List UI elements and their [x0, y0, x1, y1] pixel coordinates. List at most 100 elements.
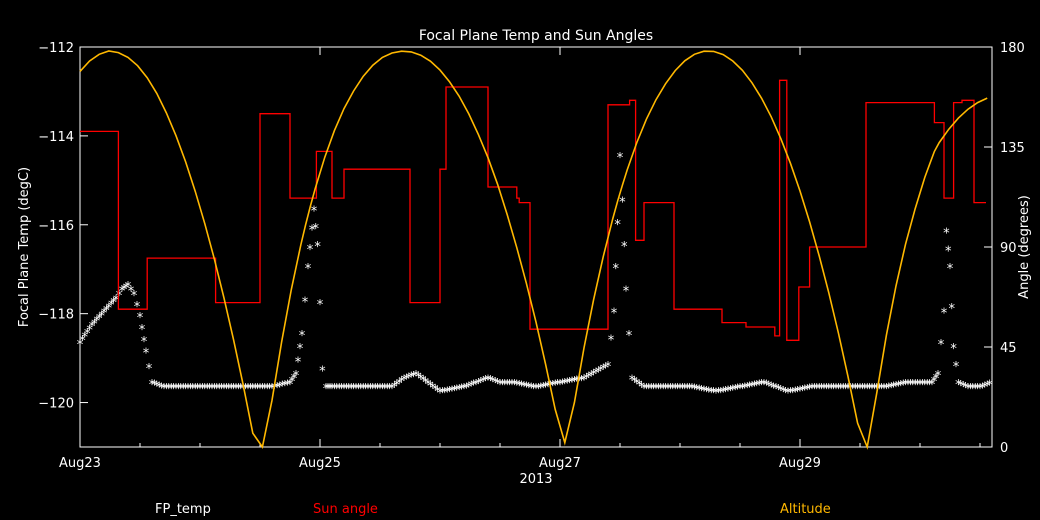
fp-temp-point: * [442, 386, 449, 401]
y-axis-label-left: Focal Plane Temp (degC) [17, 167, 32, 327]
fp-temp-point: * [343, 382, 350, 397]
fp-temp-point: * [287, 378, 294, 393]
fp-temp-point: * [187, 382, 194, 397]
fp-temp-point: * [82, 331, 89, 346]
fp-temp-point: * [838, 382, 845, 397]
fp-temp-point: * [394, 379, 401, 394]
fp-temp-point: * [139, 323, 146, 338]
fp-temp-point: * [156, 380, 163, 395]
fp-temp-point: * [499, 378, 506, 393]
fp-temp-point: * [96, 312, 103, 327]
fp-temp-point: * [235, 382, 242, 397]
fp-temp-point: * [938, 338, 945, 353]
fp-temp-point: * [418, 372, 425, 387]
fp-temp-point: * [410, 370, 417, 385]
x-tick-label: Aug27 [539, 456, 581, 471]
chart-title: Focal Plane Temp and Sun Angles [419, 28, 653, 44]
fp-temp-point: * [564, 376, 571, 391]
fp-temp-point: * [749, 380, 756, 395]
fp-temp-point: * [123, 281, 130, 296]
fp-temp-point: * [163, 382, 170, 397]
fp-temp-point: * [535, 382, 542, 397]
fp-temp-point: * [739, 382, 746, 397]
fp-temp-point: * [641, 382, 648, 397]
fp-temp-point: * [713, 387, 720, 402]
series-sun-angle-line [80, 79, 986, 341]
fp-temp-point: * [935, 369, 942, 384]
fp-temp-point: * [593, 367, 600, 382]
fp-temp-point: * [725, 384, 732, 399]
fp-temp-point: * [346, 382, 353, 397]
fp-temp-point: * [569, 376, 576, 391]
fp-temp-point: * [850, 382, 857, 397]
fp-temp-point: * [490, 375, 497, 390]
fp-temp-point: * [773, 382, 780, 397]
fp-temp-point: * [478, 376, 485, 391]
fp-temp-point: * [247, 382, 254, 397]
fp-temp-point: * [869, 382, 876, 397]
fp-temp-point: * [202, 382, 209, 397]
fp-temp-point: * [173, 382, 180, 397]
fp-temp-point: * [327, 382, 334, 397]
fp-temp-point: * [336, 382, 343, 397]
fp-temp-point: * [621, 240, 628, 255]
fp-temp-point: * [835, 382, 842, 397]
fp-temp-point: * [84, 327, 91, 342]
fp-temp-point: * [331, 382, 338, 397]
fp-temp-point: * [216, 382, 223, 397]
fp-temp-point: * [941, 307, 948, 322]
fp-temp-point: * [804, 383, 811, 398]
fp-temp-point: * [662, 382, 669, 397]
fp-temp-point: * [643, 382, 650, 397]
fp-temp-point: * [314, 240, 321, 255]
fp-temp-point: * [146, 362, 153, 377]
fp-temp-point: * [626, 329, 633, 344]
fp-temp-point: * [377, 382, 384, 397]
fp-temp-point: * [223, 382, 230, 397]
y-axis-label-right: Angle (degrees) [1017, 195, 1032, 299]
fp-temp-point: * [660, 382, 667, 397]
y-left-tick-label: −116 [38, 219, 74, 234]
fp-temp-point: * [289, 375, 296, 390]
fp-temp-point: * [86, 324, 93, 339]
fp-temp-point: * [170, 382, 177, 397]
fp-temp-point: * [427, 380, 434, 395]
fp-temp-point: * [972, 382, 979, 397]
fp-temp-point: * [204, 382, 211, 397]
fp-temp-point: * [761, 378, 768, 393]
fp-temp-point: * [185, 382, 192, 397]
fp-temp-point: * [454, 384, 461, 399]
fp-temp-point: * [348, 382, 355, 397]
legend-fp-temp: FP_temp [155, 502, 211, 517]
fp-temp-point: * [917, 378, 924, 393]
fp-temp-point: * [166, 382, 173, 397]
fp-temp-point: * [245, 382, 252, 397]
fp-temp-point: * [830, 382, 837, 397]
fp-temp-point: * [374, 382, 381, 397]
fp-temp-point: * [965, 382, 972, 397]
fp-temp-point: * [598, 364, 605, 379]
fp-temp-point: * [653, 382, 660, 397]
fp-temp-point: * [864, 382, 871, 397]
fp-temp-point: * [893, 380, 900, 395]
fp-temp-point: * [684, 382, 691, 397]
fp-temp-point: * [542, 380, 549, 395]
fp-temp-point: * [437, 387, 444, 402]
fp-temp-point: * [516, 379, 523, 394]
fp-temp-point: * [947, 262, 954, 277]
fp-temp-point: * [449, 384, 456, 399]
fp-temp-point: * [578, 374, 585, 389]
fp-temp-point: * [792, 385, 799, 400]
fp-temp-point: * [323, 382, 330, 397]
fp-temp-point: * [119, 284, 126, 299]
fp-temp-point: * [121, 283, 128, 298]
fp-temp-point: * [480, 375, 487, 390]
fp-temp-point: * [271, 382, 278, 397]
fp-temp-point: * [350, 382, 357, 397]
fp-temp-point: * [444, 385, 451, 400]
fp-temp-point: * [182, 382, 189, 397]
fp-temp-point: * [386, 382, 393, 397]
fp-temp-point: * [319, 364, 326, 379]
fp-temp-point: * [595, 365, 602, 380]
